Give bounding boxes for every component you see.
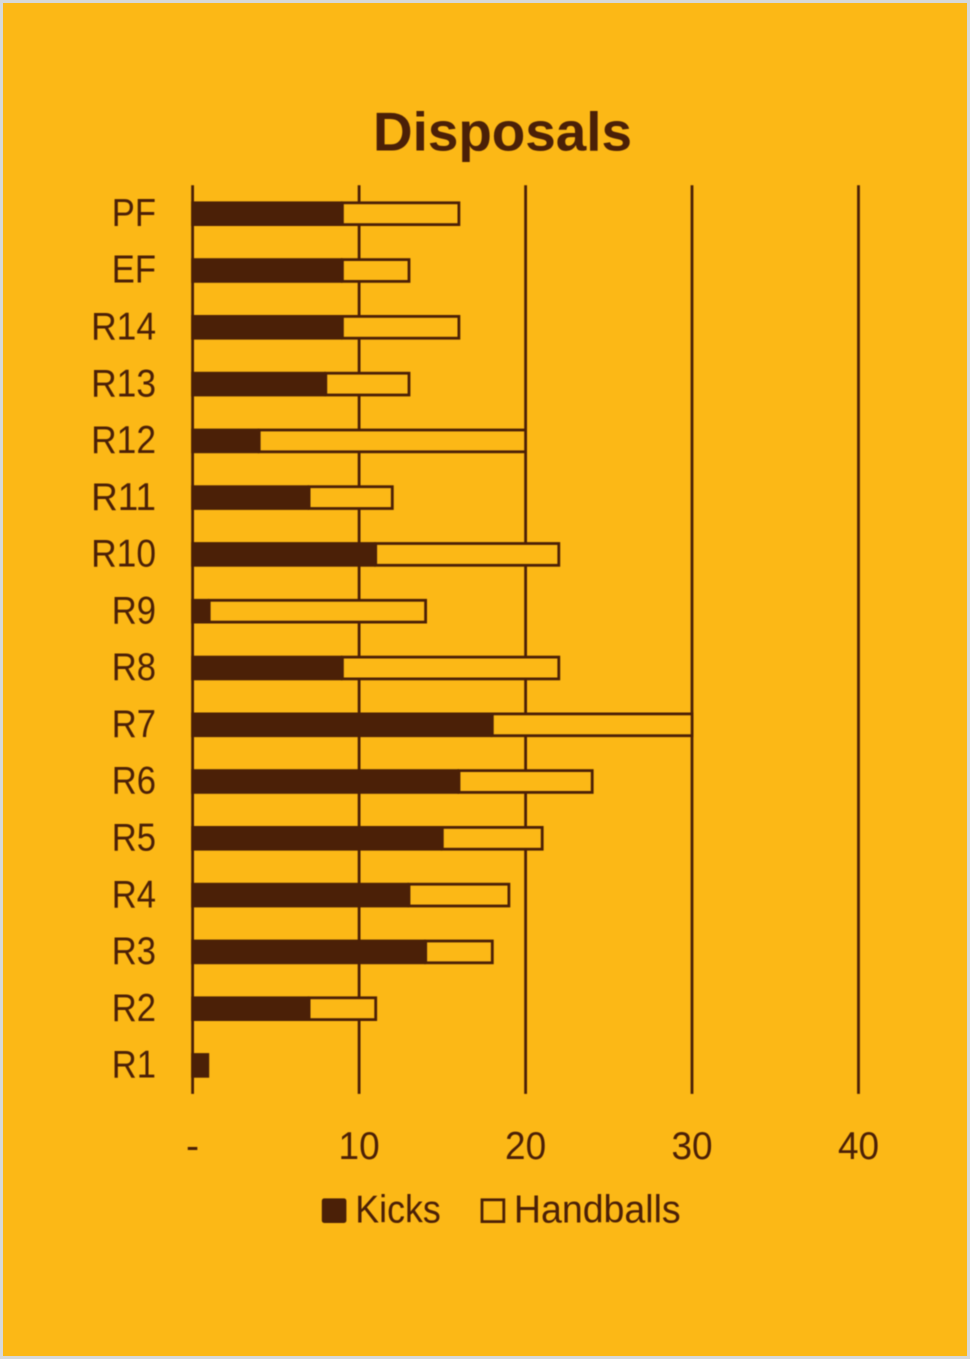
svg-text:R3: R3 bbox=[112, 929, 156, 973]
svg-text:10: 10 bbox=[339, 1124, 380, 1168]
svg-text:R14: R14 bbox=[91, 305, 156, 349]
svg-text:R10: R10 bbox=[91, 532, 156, 576]
svg-text:EF: EF bbox=[112, 248, 156, 292]
svg-text:Handballs: Handballs bbox=[514, 1187, 681, 1231]
svg-text:-: - bbox=[186, 1124, 199, 1168]
svg-text:R7: R7 bbox=[112, 702, 156, 746]
svg-text:R4: R4 bbox=[112, 872, 156, 916]
svg-text:40: 40 bbox=[838, 1124, 879, 1168]
svg-text:R11: R11 bbox=[91, 475, 156, 519]
svg-text:30: 30 bbox=[671, 1124, 712, 1168]
svg-text:R5: R5 bbox=[112, 816, 156, 860]
svg-text:R2: R2 bbox=[112, 986, 156, 1030]
svg-text:R1: R1 bbox=[112, 1043, 156, 1087]
svg-text:Kicks: Kicks bbox=[355, 1187, 440, 1231]
svg-text:Disposals: Disposals bbox=[373, 101, 632, 163]
svg-text:R13: R13 bbox=[91, 361, 156, 405]
svg-text:R9: R9 bbox=[112, 588, 156, 632]
svg-text:R8: R8 bbox=[112, 645, 156, 689]
svg-text:R6: R6 bbox=[112, 759, 156, 803]
svg-text:20: 20 bbox=[505, 1124, 546, 1168]
svg-text:R12: R12 bbox=[91, 418, 156, 462]
svg-text:PF: PF bbox=[112, 191, 156, 235]
